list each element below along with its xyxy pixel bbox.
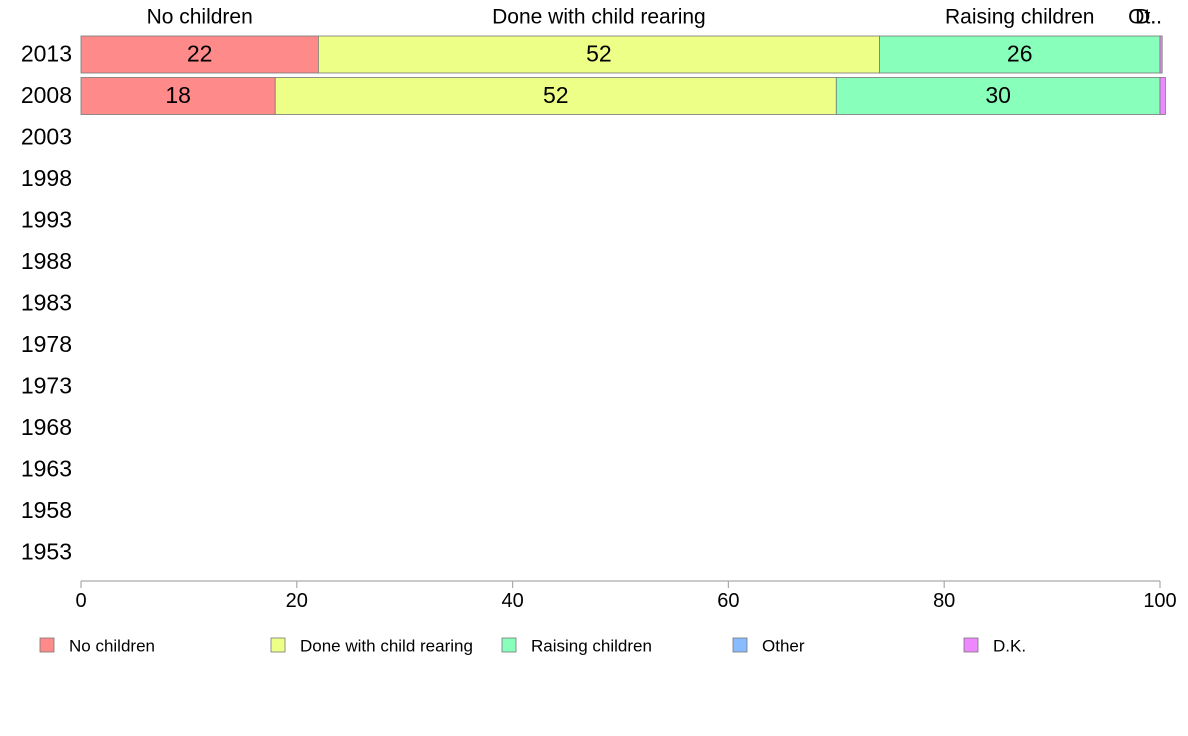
legend-swatch [270,637,286,653]
x-tick-label: 0 [75,590,86,612]
bar-row: 2008 18 52 30 [21,77,1166,115]
bar-row: 2003 [21,124,72,150]
column-header: No children [147,6,253,29]
legend-swatch [39,637,55,653]
data-label: 26 [1007,41,1033,67]
bar-row: 1978 [21,331,72,357]
x-tick-label: 60 [717,590,739,612]
bar-row: 1988 [21,248,72,274]
bar-segment [317,35,880,74]
bar-rows: 2013 22 52 26 2008 18 52 30 2003 1998 1993 1988 1983… [21,35,1166,565]
year-label: 2003 [21,124,72,150]
bar-row: 1993 [21,207,72,233]
bar-segment [1159,35,1163,74]
year-label: 2008 [21,82,72,108]
year-label: 1978 [21,331,72,357]
bar-segment [274,77,837,115]
legend-item: Other [732,636,805,655]
bar-row: 1968 [21,414,72,440]
bar-row: 1973 [21,373,72,399]
legend: No children Done with child rearing Raisin… [39,636,1026,655]
year-label: 1968 [21,414,72,440]
bar-row: 1953 [21,539,72,565]
column-header: Ot.. [1128,6,1162,29]
legend-label: D.K. [993,636,1026,655]
legend-swatch [732,637,748,653]
year-label: 1973 [21,373,72,399]
bar-segment [835,77,1161,115]
data-label: 30 [985,82,1011,108]
legend-item: No children [39,636,155,655]
data-label: 52 [586,41,612,67]
legend-label: Raising children [531,636,652,655]
bar-segment [1159,77,1166,115]
bar-row: 1963 [21,456,72,482]
legend-label: No children [69,636,155,655]
legend-swatch [963,637,979,653]
bar-row: 1958 [21,497,72,523]
bar-row: 1983 [21,290,72,316]
year-label: 1958 [21,497,72,523]
bar-row: 1998 [21,165,72,191]
legend-item: Done with child rearing [270,636,473,655]
legend-label: Other [762,636,805,655]
year-label: 1998 [21,165,72,191]
column-header: Raising children [945,6,1094,29]
x-tick-label: 100 [1143,590,1176,612]
year-label: 1993 [21,207,72,233]
legend-item: D.K. [963,636,1026,655]
legend-swatch [501,637,517,653]
year-label: 1953 [21,539,72,565]
column-header: Done with child rearing [492,6,706,29]
data-label: 18 [165,82,191,108]
data-label: 52 [543,82,569,108]
year-label: 1983 [21,290,72,316]
x-axis: 0 20 40 60 80 100 [75,580,1177,612]
year-label: 1988 [21,248,72,274]
x-tick-label: 20 [286,590,308,612]
x-tick-label: 40 [501,590,523,612]
year-label: 2013 [21,41,72,67]
column-header: D.. [1135,6,1162,29]
column-headers: No children Done with child rearing Raisin… [147,6,1162,29]
data-label: 22 [187,41,213,67]
bar-row: 2013 22 52 26 [21,35,1163,74]
year-label: 1963 [21,456,72,482]
x-tick-label: 80 [933,590,955,612]
legend-label: Done with child rearing [300,636,473,655]
legend-item: Raising children [501,636,652,655]
